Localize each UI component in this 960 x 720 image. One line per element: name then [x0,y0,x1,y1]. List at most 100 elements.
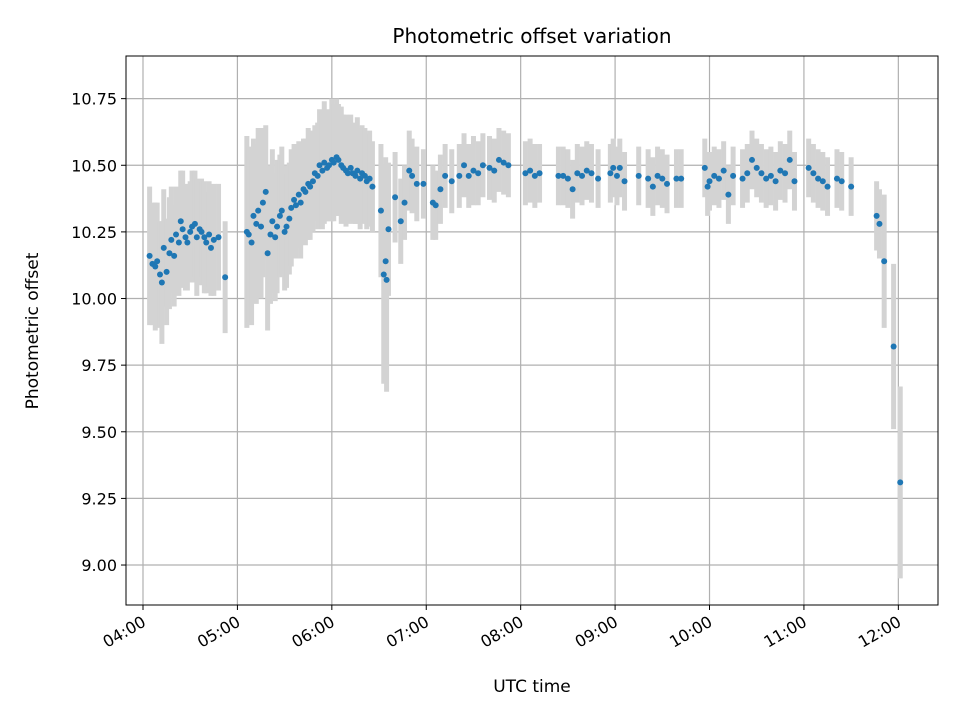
y-tick-label: 9.25 [81,489,117,508]
data-point [222,274,229,281]
data-point [171,252,178,259]
data-point [191,220,198,227]
data-point [264,250,271,257]
data-point [173,231,180,238]
y-tick-label: 10.25 [71,223,117,242]
data-point [281,228,288,235]
data-point [569,186,576,193]
y-tick-label: 9.75 [81,356,117,375]
data-point [701,164,708,171]
data-point [491,167,498,174]
data-point [645,175,652,182]
data-point [739,175,746,182]
data-point [448,178,455,185]
data-point [786,156,793,163]
data-point [291,196,298,203]
data-point [168,236,175,243]
data-point [890,343,897,350]
data-point [664,180,671,187]
data-point [302,188,309,195]
data-point [250,212,257,219]
data-point [495,156,502,163]
data-point [588,170,595,177]
data-point [366,175,373,182]
data-point [810,170,817,177]
data-point [175,239,182,246]
y-tick-label: 10.00 [71,290,117,309]
y-tick-label: 9.50 [81,423,117,442]
data-point [456,172,463,179]
data-point [579,172,586,179]
x-axis-label: UTC time [493,677,571,697]
data-point [248,239,255,246]
data-point [613,172,620,179]
data-point [574,170,581,177]
data-point [748,156,755,163]
data-point [815,175,822,182]
data-point [479,162,486,169]
data-point [177,218,184,225]
data-point [274,223,281,230]
data-point [531,172,538,179]
data-point [791,178,798,185]
data-point [207,244,214,251]
data-point [659,175,666,182]
data-point [744,170,751,177]
data-point [344,170,351,177]
data-point [564,175,571,182]
data-point [326,162,332,169]
data-point [245,231,252,238]
data-point [848,183,855,190]
data-point [154,258,161,265]
data-point [278,207,285,214]
data-point [432,202,439,209]
data-point [763,175,770,182]
data-point [146,252,153,259]
data-point [201,234,208,241]
data-point [610,164,617,171]
data-point [777,167,784,174]
data-point [397,218,404,225]
data-point [253,220,260,227]
data-point [272,234,279,241]
data-point [203,239,210,246]
data-point [297,199,304,206]
data-point [527,167,534,174]
y-axis-label: Photometric offset [23,252,43,409]
data-point [673,175,680,182]
y-tick-label: 10.50 [71,156,117,175]
data-point [607,170,614,177]
data-point [725,191,732,198]
data-point [269,218,276,225]
data-point [522,170,529,177]
data-point [307,183,314,190]
data-point [838,178,845,185]
chart-title: Photometric offset variation [392,24,671,48]
data-point [413,180,420,187]
data-point [347,164,354,171]
data-point [354,167,361,174]
data-point [152,263,159,270]
data-point [706,178,713,185]
data-point [309,178,316,185]
data-point [380,271,387,278]
data-point [182,234,189,241]
data-point [361,172,368,179]
data-point [267,231,274,238]
data-point [715,175,722,182]
data-point [385,226,392,233]
data-point [461,162,468,169]
data-point [321,159,328,166]
data-point [316,162,323,169]
data-point [158,279,165,286]
data-points [146,154,904,486]
data-point [392,194,399,201]
data-point [330,159,337,166]
y-tick-label: 9.00 [81,556,117,575]
data-point [179,226,186,233]
data-point [711,172,718,179]
data-point [286,215,293,222]
data-point [184,239,191,246]
